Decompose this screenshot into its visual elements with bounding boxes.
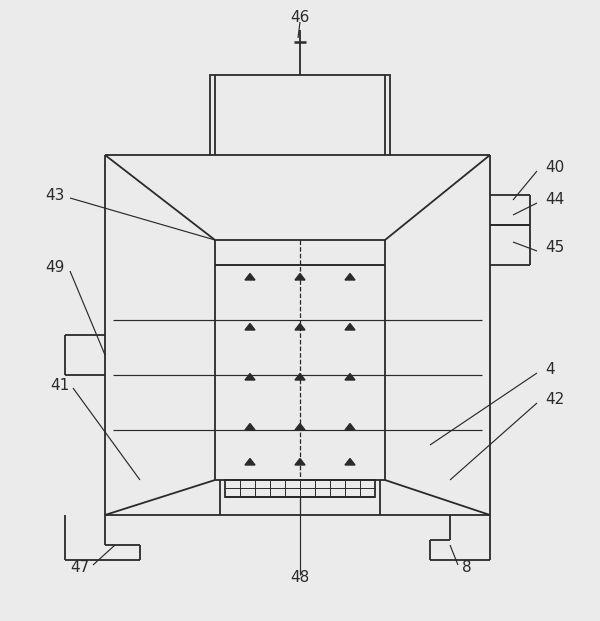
Polygon shape [245, 273, 255, 280]
Text: 48: 48 [290, 571, 310, 586]
Text: 42: 42 [545, 392, 564, 407]
Text: 49: 49 [46, 260, 65, 276]
Text: 41: 41 [50, 378, 70, 392]
Text: 40: 40 [545, 160, 564, 176]
Text: 46: 46 [290, 11, 310, 25]
Polygon shape [245, 458, 255, 465]
Polygon shape [345, 424, 355, 430]
Text: 44: 44 [545, 193, 564, 207]
Text: 45: 45 [545, 240, 564, 255]
Polygon shape [245, 424, 255, 430]
Polygon shape [295, 373, 305, 380]
Polygon shape [345, 273, 355, 280]
Bar [210, 75, 390, 155]
Polygon shape [295, 458, 305, 465]
Bar [225, 480, 375, 497]
Polygon shape [345, 458, 355, 465]
Bar [215, 240, 385, 480]
Text: 4: 4 [545, 363, 554, 378]
Text: 43: 43 [46, 188, 65, 202]
Polygon shape [295, 273, 305, 280]
Polygon shape [295, 324, 305, 330]
Text: 8: 8 [462, 561, 472, 576]
Text: 47: 47 [70, 561, 89, 576]
Polygon shape [345, 373, 355, 380]
Polygon shape [345, 324, 355, 330]
Polygon shape [245, 324, 255, 330]
Polygon shape [245, 373, 255, 380]
Polygon shape [295, 424, 305, 430]
